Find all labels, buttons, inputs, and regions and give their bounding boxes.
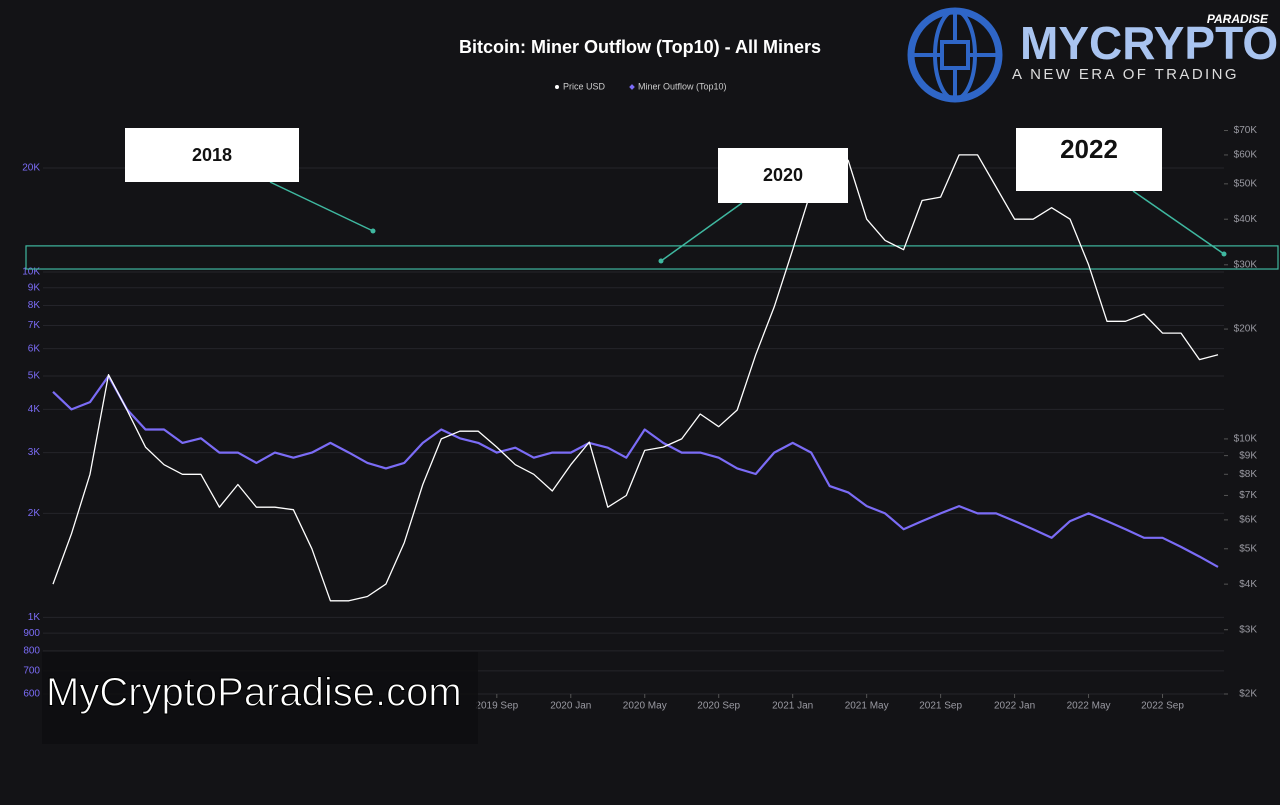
y-tick-label: 1K — [28, 612, 41, 623]
brand-name: MYCRYPTO — [1020, 17, 1278, 69]
x-tick-label: 2019 Sep — [475, 701, 518, 712]
y2-tick-label: $9K — [1239, 450, 1257, 461]
y-tick-label: 8K — [28, 300, 41, 311]
x-tick-label: 2022 May — [1067, 701, 1111, 712]
y-tick-label: 7K — [28, 320, 41, 331]
y2-tick-label: $10K — [1234, 434, 1258, 445]
x-tick-label: 2021 Jan — [772, 701, 813, 712]
y2-tick-label: $70K — [1234, 125, 1258, 136]
watermark: MyCryptoParadise.com — [46, 671, 462, 715]
y-tick-label: 9K — [28, 282, 41, 293]
x-tick-label: 2020 May — [623, 701, 667, 712]
annotation-connector — [1132, 190, 1225, 255]
legend-label: Price USD — [563, 81, 606, 91]
y-tick-label: 900 — [23, 628, 40, 639]
annotation-box — [125, 128, 299, 182]
y-tick-label: 5K — [28, 371, 41, 382]
y2-tick-label: $2K — [1239, 689, 1257, 700]
annotation-dot — [370, 228, 376, 234]
y2-tick-label: $3K — [1239, 624, 1257, 635]
watermark-backdrop — [42, 652, 478, 744]
y2-tick-label: $7K — [1239, 490, 1257, 501]
annotation: 2018 — [192, 145, 232, 165]
annotation-dot — [1221, 251, 1227, 257]
x-tick-label: 2020 Jan — [550, 701, 591, 712]
y-tick-label: 800 — [23, 645, 40, 656]
chip — [940, 40, 970, 70]
y-tick-label: 10K — [22, 267, 40, 278]
annotation-box — [1016, 128, 1162, 191]
x-tick-label: 2022 Sep — [1141, 701, 1184, 712]
y-tick-label: 6K — [28, 343, 41, 354]
y2-tick-label: $6K — [1239, 515, 1257, 526]
annotation-connector — [660, 202, 743, 262]
annotation: 2020 — [763, 165, 803, 185]
logo: MYCRYPTO PARADISE A NEW ERA OF TRADING — [907, 7, 1278, 103]
annotation-dot — [658, 258, 664, 264]
x-tick-label: 2021 May — [845, 701, 889, 712]
y2-tick-label: $60K — [1234, 150, 1258, 161]
y2-tick-label: $20K — [1234, 324, 1258, 335]
annotation-connector — [269, 181, 374, 232]
y-tick-label: 4K — [28, 404, 41, 415]
y-tick-label: 3K — [28, 447, 41, 458]
y-tick-label: 2K — [28, 508, 41, 519]
y-tick-label: 20K — [22, 163, 40, 174]
brand-slogan: A NEW ERA OF TRADING — [1012, 66, 1239, 83]
series-line — [52, 154, 1219, 602]
x-tick-label: 2020 Sep — [697, 701, 740, 712]
y2-tick-label: $5K — [1239, 543, 1257, 554]
legend-marker — [555, 85, 559, 89]
y2-tick-label: $8K — [1239, 469, 1257, 480]
y-tick-label: 600 — [23, 689, 40, 700]
y2-tick-label: $50K — [1234, 178, 1258, 189]
x-tick-label: 2022 Jan — [994, 701, 1035, 712]
y2-tick-label: $30K — [1234, 259, 1258, 270]
legend-item: Price USD — [555, 81, 606, 91]
legend-item: Miner Outflow (Top10) — [629, 81, 727, 91]
chart-title: Bitcoin: Miner Outflow (Top10) - All Min… — [459, 37, 821, 57]
x-tick-label: 2021 Sep — [919, 701, 962, 712]
series-line — [52, 374, 1219, 568]
highlight-band — [25, 245, 1279, 270]
legend-marker — [629, 84, 635, 90]
y2-tick-label: $40K — [1234, 214, 1258, 225]
legend-label: Miner Outflow (Top10) — [638, 81, 727, 91]
y-tick-label: 700 — [23, 666, 40, 677]
y2-tick-label: $4K — [1239, 579, 1257, 590]
annotation: 2022 — [1060, 134, 1118, 164]
brand-tag: PARADISE — [1207, 12, 1269, 26]
annotation-box — [718, 148, 848, 203]
